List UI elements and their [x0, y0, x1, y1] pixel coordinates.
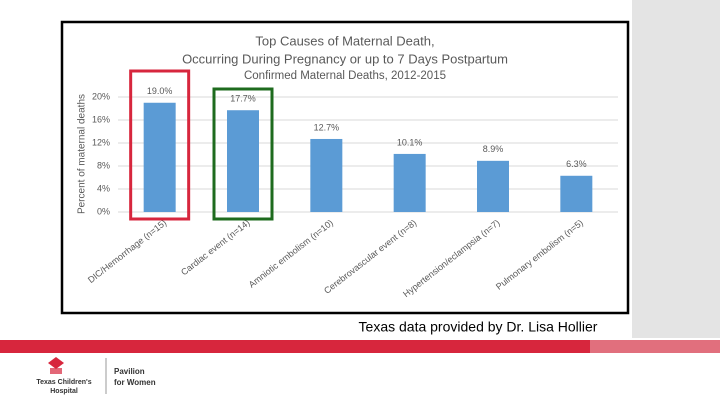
side-panel [632, 0, 720, 338]
highlight-box [129, 69, 191, 221]
bar [143, 102, 176, 212]
y-tick-label: 12% [92, 137, 110, 147]
data-label: 12.7% [314, 122, 340, 132]
logo-icon [48, 357, 64, 369]
data-label: 17.7% [230, 94, 256, 104]
logo-icon [50, 368, 62, 374]
highlight-box [212, 87, 274, 221]
y-tick-label: 16% [92, 114, 110, 124]
bar [560, 175, 593, 212]
y-tick-label: 8% [97, 160, 110, 170]
chart-title: Occurring During Pregnancy or up to 7 Da… [182, 51, 508, 66]
y-tick-label: 20% [92, 91, 110, 101]
data-label: 19.0% [147, 86, 173, 96]
data-label: 10.1% [397, 137, 423, 147]
logo-text: Texas Children's [36, 379, 91, 386]
caption: Texas data provided by Dr. Lisa Hollier [359, 319, 598, 335]
logo-text: for Women [114, 378, 156, 387]
logo-text: Hospital [50, 388, 78, 395]
chart-title: Top Causes of Maternal Death, [255, 33, 434, 48]
y-axis-label: Percent of maternal deaths [77, 94, 88, 214]
data-label: 8.9% [483, 144, 504, 154]
y-tick-label: 0% [97, 206, 110, 216]
logo: Texas Children's Hospital Pavilion for W… [36, 357, 156, 395]
bar [393, 153, 426, 212]
y-tick-label: 4% [97, 183, 110, 193]
data-label: 6.3% [566, 159, 587, 169]
footer-band-pattern [590, 340, 720, 353]
chart-subtitle: Confirmed Maternal Deaths, 2012-2015 [244, 70, 446, 82]
logo-text: Pavilion [114, 367, 145, 376]
bar [477, 160, 509, 212]
bar [310, 138, 343, 212]
footer-band [0, 340, 720, 353]
bar [227, 110, 259, 212]
